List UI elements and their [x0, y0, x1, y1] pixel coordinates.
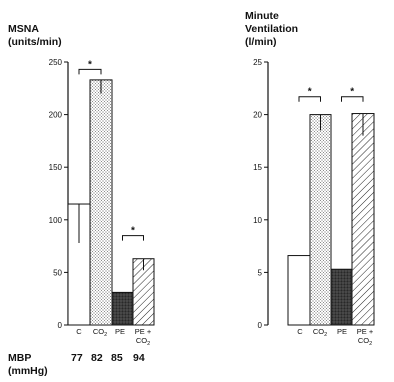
msna-significance-bracket	[122, 235, 144, 241]
ventilation-significance-bracket	[298, 96, 321, 102]
ventilation-y-tick-label: 25	[253, 58, 262, 67]
ventilation-axis-title: Minute Ventilation (l/min)	[245, 10, 298, 49]
msna-axis-title-line1: MSNA	[8, 23, 39, 35]
msna-bar	[89, 79, 113, 326]
msna-y-tick-label: 150	[49, 163, 63, 172]
ventilation-significance-label: *	[350, 87, 354, 98]
ventilation-category-label-line2: CO2	[358, 336, 372, 347]
mbp-value-pe-co2: 94	[133, 352, 145, 364]
msna-axis-title: MSNA (units/min)	[8, 23, 62, 49]
msna-y-tick-label: 200	[49, 111, 63, 120]
ventilation-y-tick-label: 15	[253, 163, 262, 172]
msna-category-label: CO2	[93, 327, 107, 338]
msna-significance-bracket	[78, 68, 102, 75]
mbp-label: MBP (mmHg)	[8, 352, 48, 378]
ventilation-axis-title-line1: Minute	[245, 10, 279, 22]
msna-y-tick-label: 50	[53, 268, 62, 277]
msna-category-label: PE +	[135, 327, 152, 336]
mbp-value-c: 77	[71, 352, 83, 364]
msna-significance-label: *	[131, 226, 135, 237]
ventilation-y-tick-label: 10	[253, 216, 262, 225]
mbp-label-line1: MBP	[8, 352, 32, 364]
ventilation-y-tick-label: 5	[258, 268, 263, 277]
ventilation-significance-label: *	[308, 87, 312, 98]
ventilation-y-tick-label: 20	[253, 111, 262, 120]
mbp-value-pe: 85	[111, 352, 123, 364]
ventilation-axis-title-line2: Ventilation	[245, 23, 299, 35]
msna-y-tick-label: 250	[49, 58, 63, 67]
ventilation-bar	[351, 113, 375, 326]
mbp-value-co2: 82	[91, 352, 103, 364]
ventilation-bar	[287, 255, 311, 326]
mbp-label-line2: (mmHg)	[8, 365, 48, 377]
ventilation-y-tick-label: 0	[258, 321, 263, 330]
msna-category-label: PE	[115, 327, 125, 336]
msna-axis-title-line2: (units/min)	[8, 36, 62, 48]
ventilation-bar	[309, 114, 332, 326]
msna-bar	[111, 291, 134, 326]
ventilation-category-label: PE	[337, 327, 347, 336]
msna-category-label-line2: CO2	[136, 336, 150, 347]
ventilation-axis-title-line3: (l/min)	[245, 36, 277, 48]
ventilation-significance-bracket	[341, 96, 364, 102]
msna-y-tick-label: 100	[49, 216, 63, 225]
msna-y-tick-label: 0	[58, 321, 63, 330]
msna-category-label: C	[76, 327, 82, 336]
ventilation-category-label: C	[297, 327, 303, 336]
msna-significance-label: *	[88, 59, 92, 70]
ventilation-category-label: PE +	[357, 327, 374, 336]
ventilation-bar	[330, 268, 353, 326]
ventilation-category-label: CO2	[313, 327, 327, 338]
